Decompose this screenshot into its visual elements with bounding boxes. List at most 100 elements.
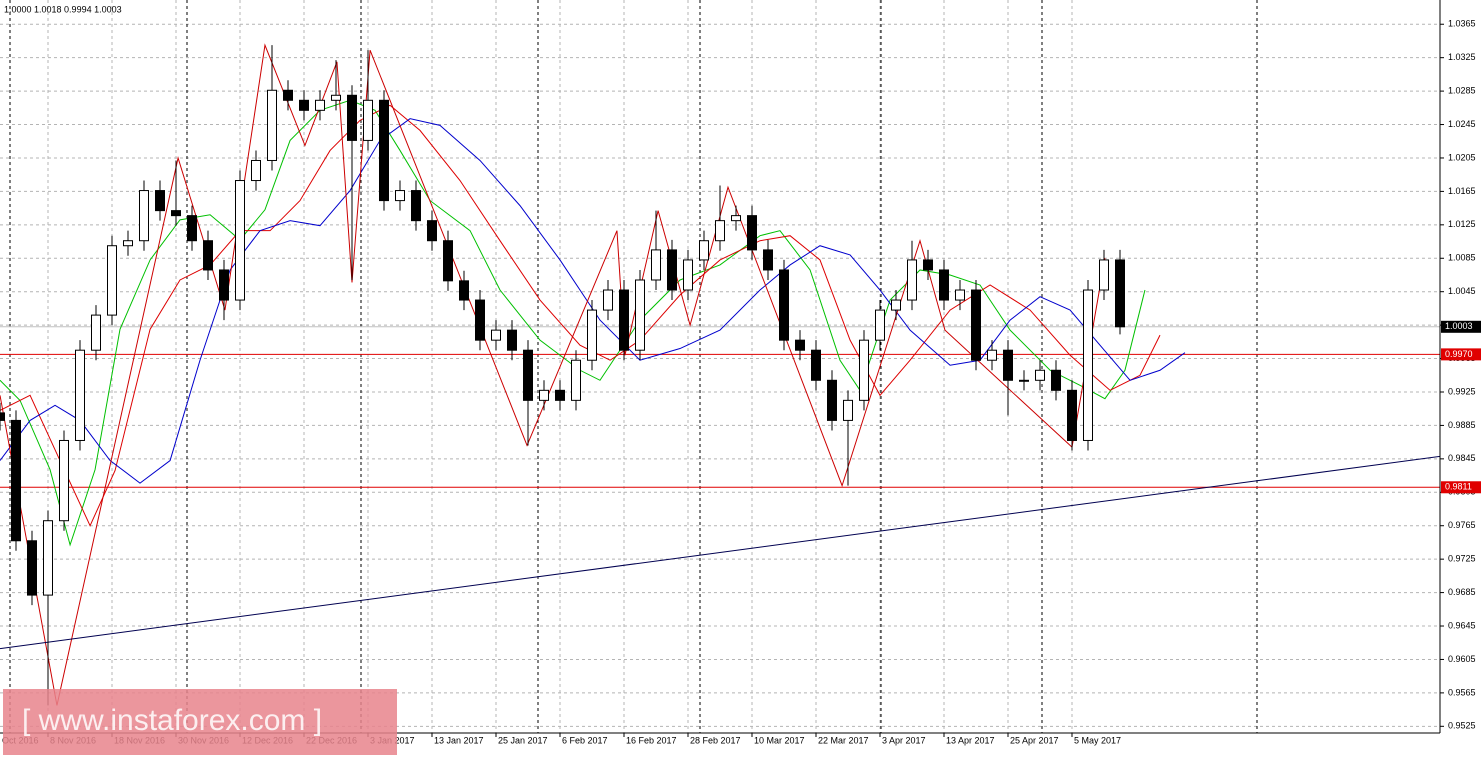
candle-body xyxy=(763,249,773,271)
candle-body xyxy=(411,190,421,222)
y-tick-label: 0.9685 xyxy=(1448,587,1476,597)
y-tick-label: 0.9765 xyxy=(1448,520,1476,530)
candle-body xyxy=(715,220,725,242)
candle-body xyxy=(427,220,437,242)
candle-body xyxy=(139,190,149,242)
candle-body xyxy=(507,329,517,351)
y-tick-label: 1.0325 xyxy=(1448,52,1476,62)
x-tick-label: 16 Feb 2017 xyxy=(626,735,677,745)
candle-body xyxy=(923,259,933,271)
candle-body xyxy=(939,269,949,301)
candle-body xyxy=(363,99,373,141)
y-tick-label: 0.9725 xyxy=(1448,554,1476,564)
candle-body xyxy=(219,269,229,301)
candle-body xyxy=(283,89,293,101)
candle-body xyxy=(27,540,37,596)
x-tick-label: 28 Feb 2017 xyxy=(690,735,741,745)
y-tick-label: 0.9845 xyxy=(1448,453,1476,463)
y-tick-label: 1.0125 xyxy=(1448,219,1476,229)
candle-body xyxy=(619,289,629,351)
y-tick-label: 0.9645 xyxy=(1448,620,1476,630)
candle-body xyxy=(11,419,21,542)
level-label: 0.9970 xyxy=(1445,349,1473,359)
candle-body xyxy=(59,439,69,522)
candle-body xyxy=(891,299,901,311)
candle-body xyxy=(1003,349,1013,381)
x-tick-label: 25 Jan 2017 xyxy=(498,735,548,745)
candle-body xyxy=(603,289,613,311)
candle-body xyxy=(1035,369,1045,381)
x-tick-label: 10 Mar 2017 xyxy=(754,735,805,745)
y-tick-label: 0.9565 xyxy=(1448,687,1476,697)
ohlc-header: 1.0000 1.0018 0.9994 1.0003 xyxy=(4,4,122,14)
x-tick-label: 6 Feb 2017 xyxy=(562,735,608,745)
y-tick-label: 1.0165 xyxy=(1448,186,1476,196)
candle-body xyxy=(443,240,453,282)
y-tick-label: 1.0085 xyxy=(1448,253,1476,263)
candle-body xyxy=(571,359,581,401)
level-tag xyxy=(1441,348,1481,361)
level-tag xyxy=(1441,481,1481,494)
candle-body xyxy=(187,215,197,242)
candle-body xyxy=(331,94,341,101)
overlay-line xyxy=(0,455,1440,650)
candle-body xyxy=(651,249,661,281)
y-tick-label: 1.0205 xyxy=(1448,152,1476,162)
candle-body xyxy=(747,215,757,251)
candle-body xyxy=(731,215,741,222)
last-price-tag xyxy=(1441,320,1481,333)
x-tick-label: 13 Apr 2017 xyxy=(946,735,995,745)
candle-body xyxy=(251,159,261,182)
candle-body xyxy=(971,289,981,361)
candle-body xyxy=(1051,369,1061,391)
y-tick-label: 0.9925 xyxy=(1448,386,1476,396)
y-tick-label: 1.0285 xyxy=(1448,85,1476,95)
candle-body xyxy=(843,399,853,421)
candle-body xyxy=(299,99,309,111)
candle-body xyxy=(699,240,709,261)
y-tick-label: 0.9605 xyxy=(1448,654,1476,664)
x-tick-label: 25 Apr 2017 xyxy=(1010,735,1059,745)
candle-body xyxy=(267,89,277,161)
x-tick-label: 22 Mar 2017 xyxy=(818,735,869,745)
candle-body xyxy=(955,289,965,301)
watermark-box xyxy=(3,689,397,755)
candle-body xyxy=(523,349,533,401)
candle-body xyxy=(1083,289,1093,441)
overlay-line xyxy=(0,104,1161,527)
last-price-label: 1.0003 xyxy=(1445,321,1473,331)
period-separators xyxy=(9,0,1258,733)
candle-body xyxy=(459,280,469,301)
y-tick-label: 0.9525 xyxy=(1448,721,1476,731)
overlay-line xyxy=(0,118,1186,484)
candle-body xyxy=(155,190,165,212)
candle-body xyxy=(107,245,117,316)
candle-body xyxy=(779,269,789,341)
y-tick-label: 0.9885 xyxy=(1448,420,1476,430)
candle-body xyxy=(347,94,357,141)
x-tick-label: 3 Apr 2017 xyxy=(882,735,926,745)
candle-body xyxy=(43,520,53,596)
candle-body xyxy=(0,412,5,421)
candle-body xyxy=(171,210,181,217)
candle-body xyxy=(91,314,101,351)
candle-body xyxy=(827,379,837,421)
candle-body xyxy=(555,389,565,401)
candle-body xyxy=(235,180,245,301)
x-tick-label: 13 Jan 2017 xyxy=(434,735,484,745)
candle-body xyxy=(795,339,805,351)
candle-body xyxy=(539,389,549,401)
candle-body xyxy=(683,259,693,291)
candle-body xyxy=(1019,379,1029,382)
candle-body xyxy=(907,259,917,301)
candle-body xyxy=(859,339,869,401)
candle-body xyxy=(75,349,85,441)
candle-body xyxy=(379,99,389,202)
candle-body xyxy=(987,349,997,361)
candle-body xyxy=(1067,389,1077,441)
candle-body xyxy=(203,240,213,271)
plot-area xyxy=(0,43,1440,706)
y-tick-label: 1.0045 xyxy=(1448,286,1476,296)
